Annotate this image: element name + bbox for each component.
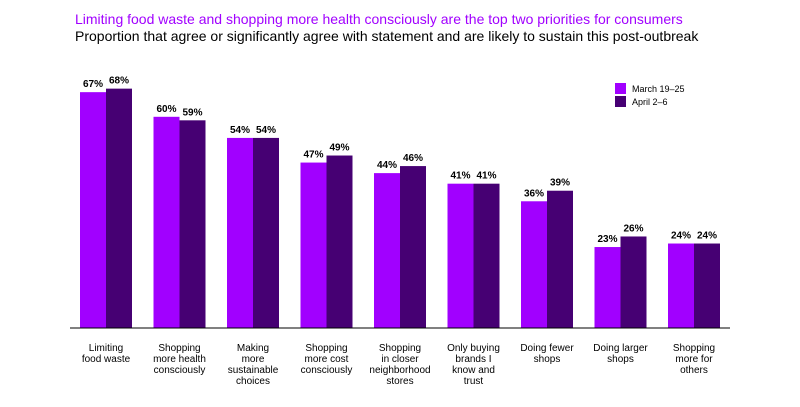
data-label-1-5: 44% [377,160,397,171]
data-label-2-5: 46% [403,153,423,164]
bar-2-5 [400,166,426,328]
data-label-2-1: 68% [109,76,129,87]
bar-1-9 [668,243,694,328]
data-label-2-3: 54% [256,125,276,136]
data-label-2-6: 41% [476,171,496,182]
data-label-1-7: 36% [524,188,544,199]
data-label-1-2: 60% [156,104,176,115]
bar-1-6 [447,183,474,328]
bar-2-2 [179,120,206,328]
bar-1-3 [227,137,253,328]
bar-1-5 [374,173,400,328]
category-label-5: Shopping in closer neighborhood stores [369,343,430,387]
bar-2-8 [620,236,647,328]
legend-swatch-1 [615,83,626,94]
category-label-8: Doing larger shops [593,343,648,365]
bar-1-7 [521,201,547,328]
bar-1-4 [300,162,327,328]
category-label-3: Making more sustainable choices [228,343,279,387]
bar-2-1 [106,88,132,328]
category-label-2: Shopping more health consciously [153,343,206,376]
bar-2-6 [473,183,500,328]
category-label-9: Shopping more for others [673,343,715,376]
bar-1-2 [153,116,180,328]
bar-2-4 [326,155,353,328]
legend-swatch-2 [615,96,626,107]
category-label-7: Doing fewer shops [520,343,574,365]
data-label-1-1: 67% [83,79,103,90]
legend: March 19–25 April 2–6 [615,83,685,107]
bar-2-7 [547,190,573,328]
data-label-2-9: 24% [697,231,717,242]
chart-title: Limiting food waste and shopping more he… [75,11,683,27]
category-label-4: Shopping more cost consciously [301,343,353,376]
data-label-1-8: 23% [597,234,617,245]
data-label-1-3: 54% [230,125,250,136]
data-label-1-4: 47% [303,150,323,161]
data-label-2-2: 59% [182,107,202,118]
bar-1-8 [594,247,621,328]
data-label-2-8: 26% [623,223,643,234]
bar-2-9 [694,243,720,328]
legend-label-1: March 19–25 [632,84,685,94]
legend-label-2: April 2–6 [632,97,668,107]
chart-subtitle: Proportion that agree or significantly a… [75,28,699,44]
data-label-2-7: 39% [550,178,570,189]
bar-2-3 [253,137,279,328]
category-label-1: Limiting food waste [82,343,131,365]
data-label-1-6: 41% [450,171,470,182]
data-label-1-9: 24% [671,231,691,242]
bar-1-1 [80,92,106,328]
data-label-2-4: 49% [329,143,349,154]
